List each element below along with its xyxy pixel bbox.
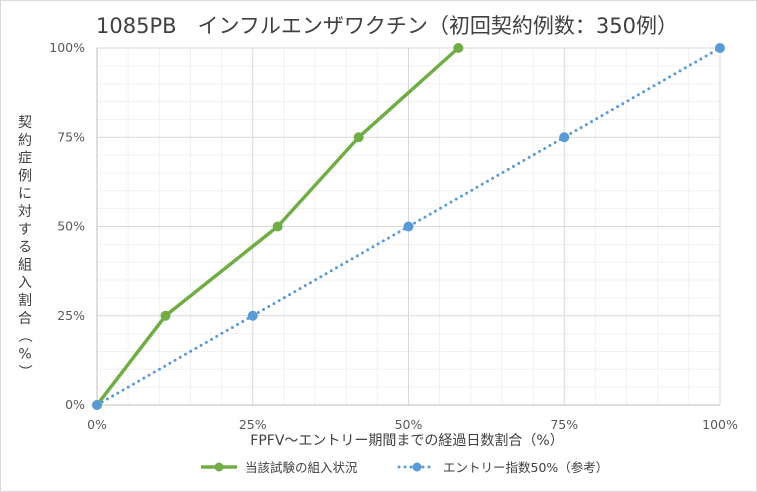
- y-tick-label: 0%: [65, 397, 85, 412]
- chart-title: 1085PB インフルエンザワクチン（初回契約例数：350例）: [96, 14, 678, 38]
- x-tick-label: 100%: [702, 417, 738, 432]
- y-axis-title-char: す: [18, 222, 32, 238]
- legend: 当該試験の組入状況 エントリー指数50%（参考）: [201, 460, 608, 475]
- y-axis-title-char: 割: [18, 292, 32, 309]
- data-point: [453, 43, 464, 53]
- y-axis-title-char: %: [18, 346, 31, 362]
- y-axis-title-char: 対: [18, 204, 32, 220]
- y-axis-title-char: ）: [16, 364, 32, 378]
- y-axis-title-char: 症: [18, 151, 32, 167]
- x-tick-label: 75%: [550, 417, 578, 432]
- x-axis-title: FPFV～エントリー期間までの経過日数割合（%）: [250, 432, 563, 449]
- y-tick-label: 100%: [49, 40, 85, 55]
- y-axis-title-char: 合: [18, 311, 32, 327]
- y-axis-ticks: 0% 25% 50% 75% 100%: [49, 40, 85, 412]
- series-2: [92, 43, 725, 410]
- y-axis-title-char: に: [18, 186, 32, 202]
- y-axis-title-char: 入: [18, 275, 32, 291]
- series-layer: [92, 43, 725, 410]
- x-tick-label: 50%: [395, 417, 423, 432]
- data-point: [559, 132, 570, 143]
- legend-label: エントリー指数50%（参考）: [443, 460, 608, 475]
- data-point: [403, 221, 414, 232]
- legend-swatch-marker: [214, 462, 224, 472]
- y-axis-title-char: 契: [18, 115, 32, 131]
- y-tick-label: 75%: [57, 129, 85, 144]
- x-axis-ticks: 0% 25% 50% 75% 100%: [87, 417, 738, 432]
- plot-frame: [96, 48, 720, 406]
- x-tick-label: 25%: [239, 417, 267, 432]
- y-tick-label: 50%: [57, 219, 85, 234]
- y-axis-title-char: （: [16, 329, 32, 343]
- data-point: [715, 43, 725, 53]
- data-point: [92, 400, 102, 410]
- data-point: [247, 310, 258, 321]
- y-axis-title-char: 組: [18, 257, 32, 273]
- y-axis-title-char: る: [18, 240, 32, 256]
- y-axis-title-char: 例: [18, 168, 32, 184]
- data-point: [160, 310, 171, 321]
- data-point: [353, 132, 364, 143]
- major-gridlines: [97, 47, 721, 405]
- legend-item-2: エントリー指数50%（参考）: [397, 460, 608, 475]
- y-tick-label: 25%: [57, 308, 85, 323]
- y-axis-title-char: 約: [18, 133, 32, 149]
- x-tick-label: 0%: [87, 417, 107, 432]
- legend-swatch-marker: [412, 462, 422, 472]
- data-point: [272, 221, 283, 232]
- legend-item-1: 当該試験の組入状況: [201, 460, 358, 475]
- legend-label: 当該試験の組入状況: [245, 460, 358, 475]
